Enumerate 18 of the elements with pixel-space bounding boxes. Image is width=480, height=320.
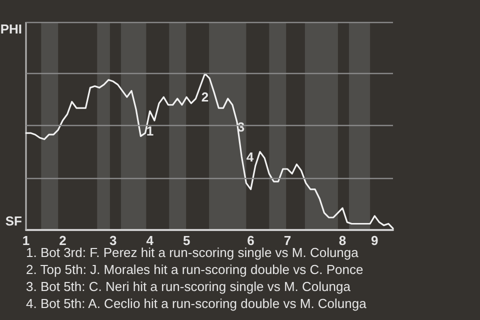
text: SF xyxy=(5,214,22,228)
annotation: 2 xyxy=(201,90,209,104)
text: PHI xyxy=(0,22,22,36)
x-tick-label: 1 xyxy=(22,233,30,248)
text: 4. Bot 5th: A. Ceclio hit a run-scoring double vs M. Colunga xyxy=(26,296,368,311)
x-tick-label: 3 xyxy=(110,233,117,248)
x-tick-label: 9 xyxy=(371,233,378,248)
x-tick-label: 4 xyxy=(146,233,154,248)
text: 1. Bot 3rd: F. Perez hit a run-scoring single vs M. Colunga xyxy=(26,245,360,260)
x-tick-label: 2 xyxy=(59,233,66,248)
x-tick-label: 5 xyxy=(182,233,190,248)
annotation: 1 xyxy=(146,124,154,138)
x-tick-label: 7 xyxy=(284,233,292,248)
x-tick-label: 6 xyxy=(247,233,254,248)
text: 2. Top 5th: J. Morales hit a run-scoring double vs C. Ponce xyxy=(26,262,364,277)
text: 3. Bot 5th: C. Neri hit a run-scoring single vs M. Colunga xyxy=(26,279,352,294)
x-tick-label: 8 xyxy=(338,233,346,248)
annotation: 4 xyxy=(246,150,254,164)
